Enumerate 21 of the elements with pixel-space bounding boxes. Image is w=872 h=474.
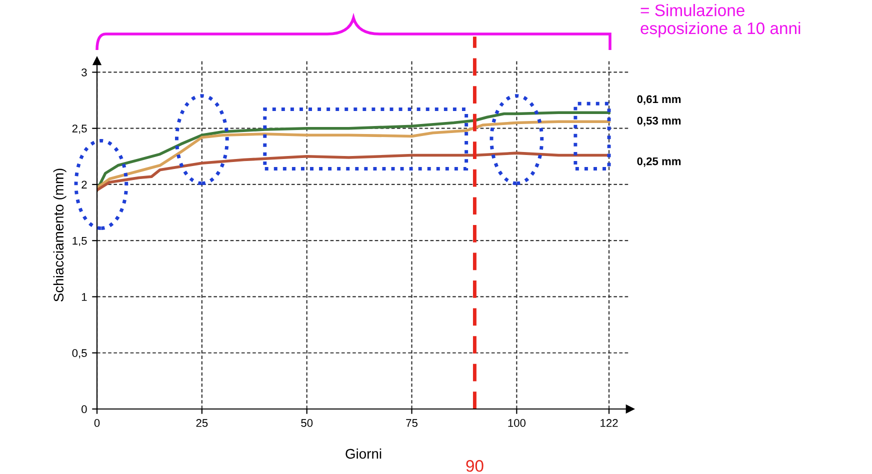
text: = Simulazione esposizione a 10 anni <box>640 4 800 38</box>
x-tick-label: 0 <box>94 419 100 427</box>
x-axis-title: Giorni <box>346 448 382 459</box>
line-series <box>97 152 610 192</box>
y-tick-label: 0,5 <box>72 349 87 358</box>
y-tick-label: 1 <box>82 293 87 301</box>
y-tick-label: 3 <box>82 68 87 76</box>
y-tick-label: 1,5 <box>72 236 87 246</box>
text: 0,61 mm <box>637 95 681 105</box>
x-tick-label: 122 <box>600 419 618 427</box>
x-tick-label: 100 <box>508 419 526 427</box>
x-tick-label: 25 <box>196 419 208 427</box>
text: 0,53 mm <box>637 116 681 126</box>
text: 0,25 mm <box>637 157 681 167</box>
y-axis-title: Schiacciamento (mm) <box>53 168 66 302</box>
y-tick-label: 0 <box>82 405 87 414</box>
x-tick-label: 75 <box>406 419 418 427</box>
y-tick-label: 2 <box>82 180 87 189</box>
x-tick-label: 50 <box>301 419 313 427</box>
ref-line-label: 90 <box>466 460 484 472</box>
y-tick-label: 2,5 <box>72 124 87 134</box>
